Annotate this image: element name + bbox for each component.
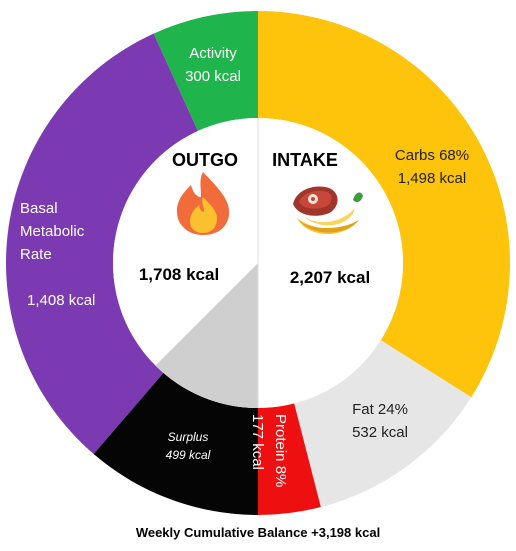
surplus-segment <box>93 372 258 515</box>
weekly-balance-footer: Weekly Cumulative Balance +3,198 kcal <box>135 525 381 540</box>
carbs-segment <box>258 11 511 398</box>
activity-label: Activity 300 kcal <box>185 45 241 85</box>
fat-label: Fat 24% 532 kcal <box>352 401 408 441</box>
surplus-label: Surplus 499 kcal <box>166 430 211 462</box>
surplus-inner-wedge <box>155 263 258 408</box>
activity-segment <box>153 11 258 132</box>
protein-segment <box>258 403 321 515</box>
bmr-segment <box>5 33 198 455</box>
intake-total: 2,207 kcal <box>290 268 370 287</box>
outgo-title: OUTGO <box>172 150 238 170</box>
bmr-label: Basal Metabolic Rate 1,408 kcal <box>20 200 95 309</box>
fat-segment <box>294 340 472 508</box>
intake-title: INTAKE <box>272 150 338 170</box>
steak-banana-food-icon <box>293 186 363 235</box>
carbs-label: Carbs 68% 1,498 kcal <box>395 147 469 187</box>
outgo-total: 1,708 kcal <box>139 265 219 284</box>
flame-icon <box>176 172 230 235</box>
protein-label: Protein 8%177 kcal <box>249 414 289 487</box>
